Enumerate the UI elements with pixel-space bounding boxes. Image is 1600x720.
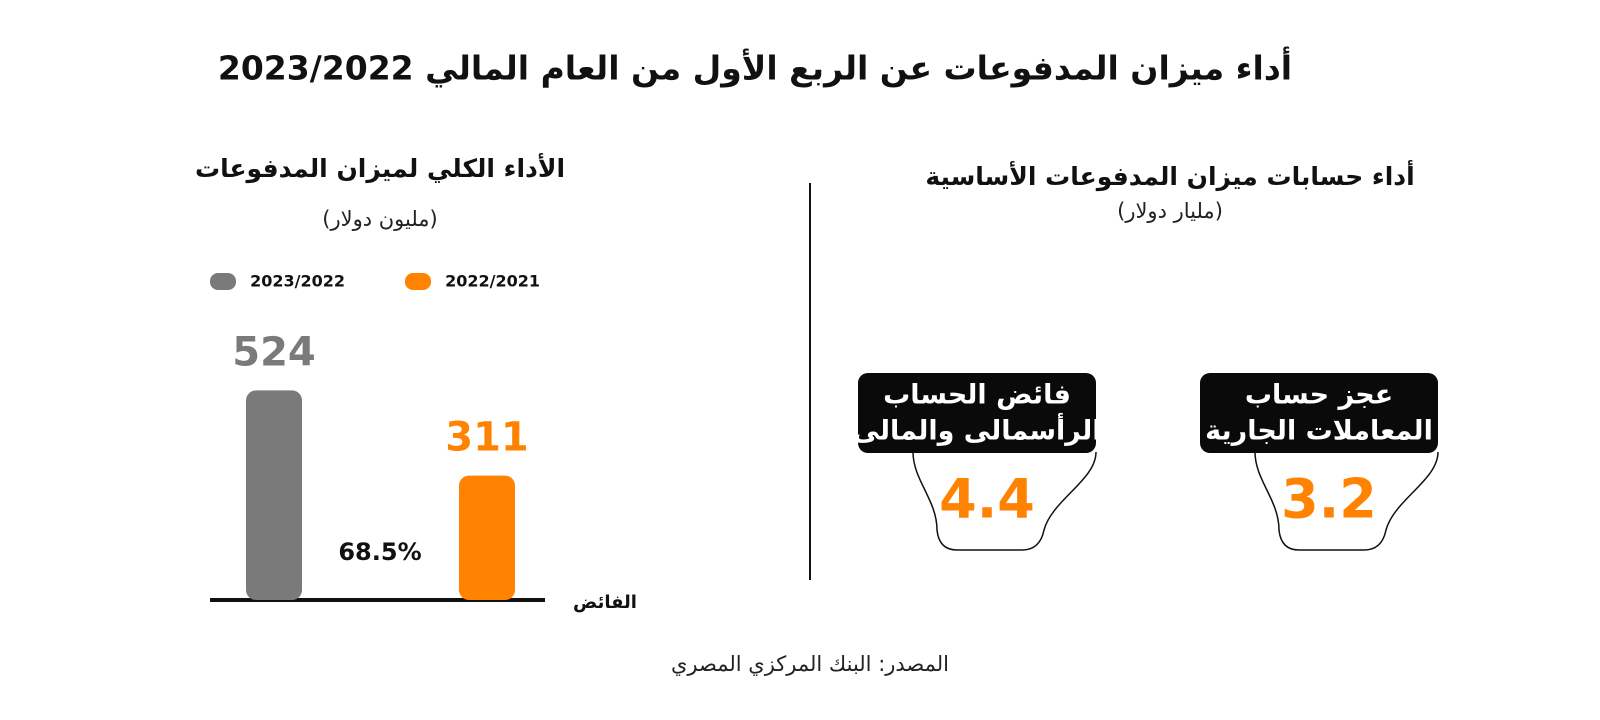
bar bbox=[246, 390, 302, 600]
legend-label: 2023/2022 bbox=[250, 272, 345, 291]
legend-label: 2022/2021 bbox=[445, 272, 540, 291]
value-cup bbox=[1254, 451, 1439, 551]
annotation: 68.5% bbox=[338, 538, 421, 566]
value-cup bbox=[912, 451, 1097, 551]
card-label: المعاملات الجارية bbox=[1205, 416, 1433, 447]
value-label: 524 bbox=[232, 329, 316, 375]
legend-swatch bbox=[210, 273, 236, 290]
card-label: فائض الحساب bbox=[883, 380, 1071, 411]
cards-title: أداء حسابات ميزان المدفوعات الأساسية bbox=[925, 160, 1414, 192]
cards-subtitle: (مليار دولار) bbox=[1117, 199, 1223, 223]
legend-swatch bbox=[405, 273, 431, 290]
card-label: عجز حساب bbox=[1245, 380, 1393, 411]
value-label: 311 bbox=[445, 415, 529, 461]
card-value: 4.4 bbox=[939, 468, 1035, 531]
card-label-box bbox=[858, 373, 1096, 453]
card-value: 3.2 bbox=[1281, 468, 1377, 531]
chart-title: الأداء الكلي لميزان المدفوعات bbox=[195, 153, 565, 184]
x-tick-label: الفائض bbox=[573, 592, 637, 613]
bar bbox=[459, 475, 515, 600]
source: المصدر: البنك المركزي المصري bbox=[671, 652, 949, 676]
card-label: الرأسمالى والمالى bbox=[853, 413, 1102, 447]
chart-subtitle: (مليون دولار) bbox=[322, 207, 438, 231]
main-title: أداء ميزان المدفوعات عن الربع الأول من ا… bbox=[218, 47, 1292, 89]
card-label-box bbox=[1200, 373, 1438, 453]
